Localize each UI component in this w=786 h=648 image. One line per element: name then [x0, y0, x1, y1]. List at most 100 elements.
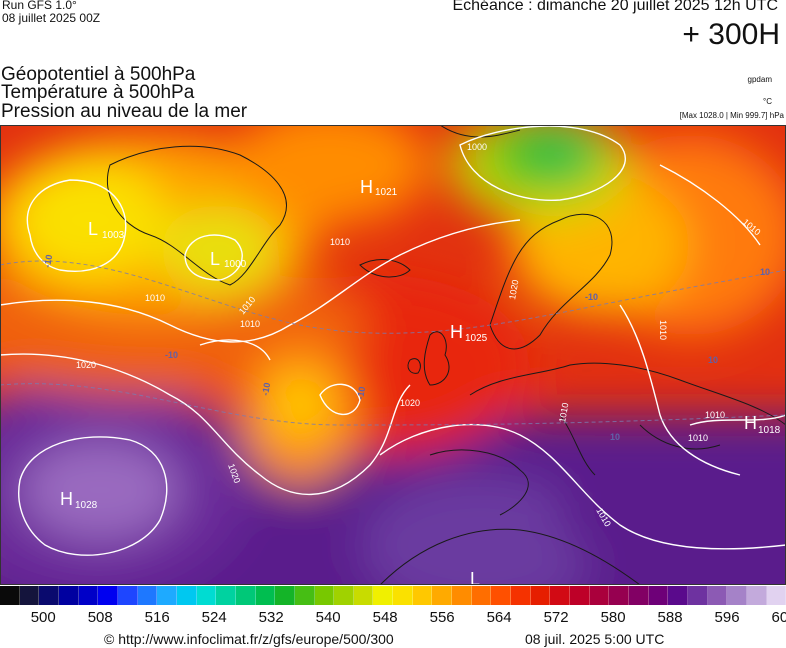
colorbar-tick-label: 596 [714, 609, 740, 626]
colorbar-cell [570, 586, 590, 605]
colorbar-ticks: 500 508 516 524 532 540 548 556 564 572 580 588 596 6… [0, 609, 786, 627]
colorbar-cell [353, 586, 374, 605]
colorbar-cell [589, 586, 610, 605]
colorbar-tick-label: 564 [486, 609, 512, 626]
colorbar-tick-label: 508 [87, 609, 113, 626]
colorbar-cell [137, 586, 158, 605]
center-letter: L [210, 249, 220, 269]
colorbar-cell [511, 586, 531, 605]
isobar-label: 1000 [467, 142, 487, 152]
colorbar-tick-label: 532 [258, 609, 284, 626]
run-date: 08 juillet 2025 00Z [2, 11, 101, 25]
unit-gpdam: gpdam [747, 75, 772, 84]
center-letter: L [88, 219, 98, 239]
colorbar-tick-label: 540 [315, 609, 341, 626]
colorbar [0, 586, 786, 605]
forecast-horizon: + 300H [682, 18, 780, 51]
colorbar-cell [117, 586, 138, 605]
coastlines [106, 125, 786, 585]
center-value: 1025 [465, 333, 488, 344]
isobar-label: 1010 [557, 402, 570, 423]
colorbar-tick-label: 572 [543, 609, 569, 626]
isotherm-label: -10 [585, 292, 598, 302]
colorbar-cell [157, 586, 177, 605]
colorbar-cell [432, 586, 453, 605]
colorbar-tick-label: 556 [429, 609, 455, 626]
footer-timestamp: 08 juil. 2025 5:00 UTC [525, 631, 665, 647]
title-temperature: Température à 500hPa [1, 82, 195, 103]
echeance-label: Echéance : dimanche 20 juillet 2025 12h … [452, 0, 778, 14]
colorbar-cell [275, 586, 295, 605]
colorbar-cell [491, 586, 512, 605]
colorbar-cell [39, 586, 59, 605]
center-letter: H [744, 413, 757, 433]
isotherm-label: 10 [708, 355, 718, 365]
colorbar-tick-label: 604 [771, 609, 786, 626]
colorbar-cell [235, 586, 256, 605]
center-value: 1028 [75, 500, 98, 511]
center-value: 1000 [224, 259, 247, 270]
colorbar-cell [766, 586, 786, 605]
colorbar-cell [530, 586, 551, 605]
colorbar-cell [687, 586, 708, 605]
geopotential-field [0, 125, 786, 585]
colorbar-cell [452, 586, 472, 605]
isobar-label: 1010 [658, 320, 668, 340]
colorbar-cell [216, 586, 236, 605]
isotherm-label: -10 [165, 350, 178, 360]
center-letter: H [60, 489, 73, 509]
title-geopotential: Géopotentiel à 500hPa [1, 64, 196, 85]
colorbar-cell [196, 586, 217, 605]
isobar-label: 1010 [330, 237, 350, 247]
center-letter: L [470, 569, 480, 585]
center-letter: H [360, 177, 373, 197]
pressure-centers: H 1021 L 1003 L 1000 H 1025 H 1028 H 101… [60, 177, 781, 585]
colorbar-cell [334, 586, 354, 605]
colorbar-cell [98, 586, 118, 605]
colorbar-cell [176, 586, 197, 605]
isobar-label: 1010 [145, 293, 165, 303]
unit-celsius: °C [763, 97, 772, 106]
colorbar-cell [58, 586, 79, 605]
colorbar-tick-label: 516 [144, 609, 170, 626]
isobar-label: 1010 [688, 433, 708, 443]
colorbar-cell [78, 586, 99, 605]
weather-map: H 1021 L 1003 L 1000 H 1025 H 1028 H 101… [0, 125, 786, 585]
colorbar-cell [19, 586, 40, 605]
isobar-label: 1010 [240, 319, 260, 329]
colorbar-cell [727, 586, 747, 605]
colorbar-cell [668, 586, 688, 605]
isobar-label: 1010 [705, 410, 725, 420]
colorbar-cell [373, 586, 394, 605]
isotherm-label: -10 [260, 382, 272, 397]
footer-url: © http://www.infoclimat.fr/z/gfs/europe/… [104, 631, 394, 647]
colorbar-tick-label: 548 [372, 609, 398, 626]
colorbar-cell [0, 586, 20, 605]
pressure-range: [Max 1028.0 | Min 999.7] hPa [679, 111, 784, 120]
isotherm-labels: -10 -10 -10 -10 -10 10 10 10 [42, 254, 770, 442]
center-value: 1018 [758, 425, 781, 436]
colorbar-cell [412, 586, 433, 605]
colorbar-cell [648, 586, 669, 605]
colorbar-cell [294, 586, 315, 605]
colorbar-tick-label: 500 [30, 609, 56, 626]
center-letter: H [450, 322, 463, 342]
colorbar-cell [609, 586, 629, 605]
isobars [0, 125, 786, 556]
colorbar-cell [746, 586, 767, 605]
colorbar-cell [471, 586, 492, 605]
colorbar-tick-label: 588 [657, 609, 683, 626]
run-label: Run GFS 1.0° [2, 0, 77, 12]
isobar-label: 1020 [507, 279, 520, 300]
center-value: 1021 [375, 187, 398, 198]
isobar-label: 1020 [76, 360, 96, 370]
colorbar-tick-label: 524 [201, 609, 227, 626]
colorbar-cell [393, 586, 413, 605]
isotherm-label: 10 [760, 267, 770, 277]
center-value: 1003 [102, 230, 125, 241]
isotherms [0, 260, 786, 426]
isobar-label: 1020 [400, 398, 420, 408]
isotherm-label: -10 [355, 386, 367, 401]
colorbar-cell [255, 586, 276, 605]
title-pressure: Pression au niveau de la mer [1, 101, 248, 122]
